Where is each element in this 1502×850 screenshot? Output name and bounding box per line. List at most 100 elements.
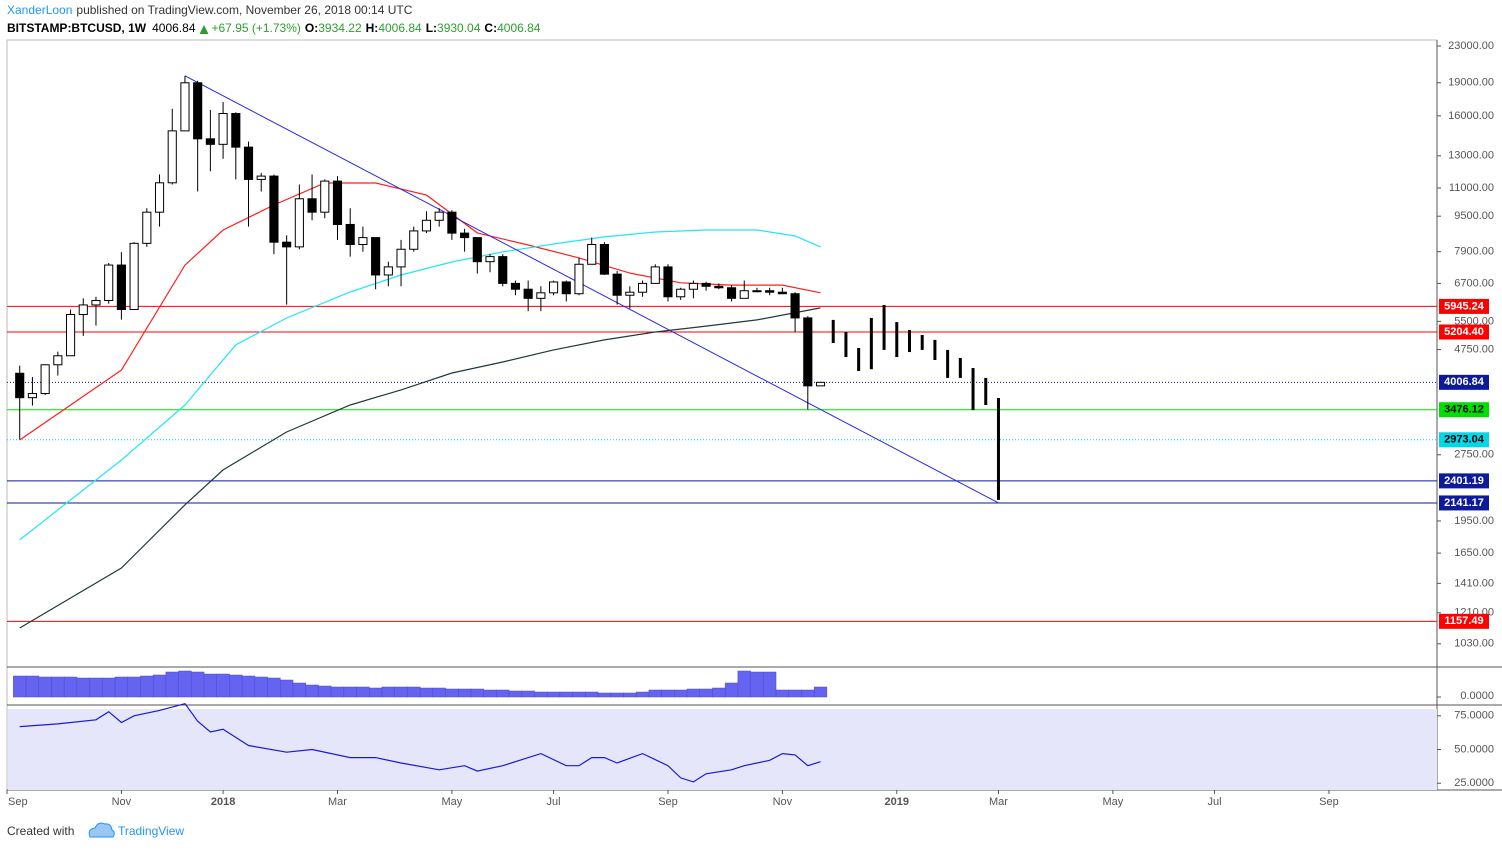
volume-bar [381,686,395,698]
volume-bar [330,686,345,698]
header-text: XanderLoon [7,3,72,17]
volume-bar [661,689,675,698]
header: XanderLoon published on TradingView.com, … [7,3,541,35]
header-value: BITSTAMP:BTCUSD, 1W [7,21,147,35]
candle-body [421,219,432,232]
candle-body [231,112,241,148]
candle-body [726,287,737,299]
candle-body [498,256,508,284]
rsi-band [8,709,1437,790]
trendline [184,75,999,504]
y-tick-label: 19000.00 [1448,77,1494,89]
volume-bar [546,691,561,698]
y-tick-label: 1950.00 [1454,515,1494,527]
candle-body [282,241,292,248]
candle-body [409,230,419,250]
y-tick-label: 5500.00 [1454,315,1494,327]
level-label: 1157.49 [1444,615,1483,627]
volume-bar [305,684,319,698]
y-tick-label: 1410.00 [1454,577,1494,589]
candle-body [536,292,546,299]
candle-body [167,130,177,184]
candle-body [269,175,279,243]
volume-bar [521,690,535,698]
projection-bar [907,329,911,353]
x-tick-label: Jul [1208,796,1222,808]
candle-body [803,317,813,387]
volume-bar [801,689,815,698]
candle-body [27,393,37,399]
volume-bar [318,685,332,698]
candle-body [307,198,317,213]
candle-body [714,285,724,289]
volume-bar [280,679,294,698]
candle-body [78,304,88,316]
x-tick-label: 2018 [211,796,235,808]
change-arrow [199,25,209,34]
x-tick-label: May [441,796,462,808]
x-tick-label: Nov [112,796,132,808]
candle-body [371,237,381,276]
level-label-bg [1439,298,1489,314]
volume-bar [674,689,688,698]
volume-bar [89,677,103,698]
header-value: 4006.84 [378,21,422,35]
header-value: 4006.84 [497,21,541,35]
volume-bar [63,676,78,698]
y-tick-label: 6700.00 [1454,277,1494,289]
volume-bar [419,687,434,698]
volume-bar [369,687,383,698]
candle-body [574,263,584,295]
y-tick-label: 23000.00 [1448,40,1494,52]
x-tick-label: Sep [1319,796,1339,808]
volume-bar [699,688,713,698]
volume-bar [191,671,205,698]
candle-body [790,293,800,319]
y-tick-label: 9500.00 [1454,210,1494,222]
candle-body [180,82,190,132]
candle-body [256,175,266,180]
candle-body [142,211,152,244]
candle-body [91,300,101,306]
candle-body [625,291,635,296]
volume-bar [572,691,586,698]
rsi-tick-label: 75.0000 [1454,710,1494,722]
volume-bar [216,673,230,698]
candle-body [688,282,698,290]
x-tick-label: Sep [658,796,678,808]
volume-bar [788,689,802,698]
y-tick-label: 7900.00 [1454,246,1494,258]
level-label-bg [1439,613,1489,629]
projection-bar [882,304,886,350]
y-tick-label: 2750.00 [1454,449,1494,461]
candle-body [15,372,25,399]
level-label: 2141.17 [1444,497,1484,509]
rsi-tick-label: 25.0000 [1454,777,1494,789]
volume-bar [394,686,408,698]
volume-bar [76,677,90,698]
x-tick-label: Mar [989,796,1008,808]
candle-body [510,282,521,290]
x-tick-label: May [1102,796,1123,808]
candle-body [154,182,165,213]
candle-body [116,264,126,311]
volume-bar [750,671,764,698]
candle-body [129,242,139,311]
level-label-bg [1439,495,1489,511]
header-value: 3934.22 [318,21,362,35]
rsi-tick-label: 50.0000 [1454,743,1494,755]
candle-body [815,381,826,387]
x-tick-label: Sep [8,796,28,808]
candle-body [358,237,368,246]
candle-body [650,266,660,284]
volume-bar [102,677,116,698]
candle-body [637,282,648,293]
volume-bar [407,686,421,698]
volume-tick-label: 0.0000 [1460,690,1494,702]
candle-body [777,291,787,295]
volume-bar [229,674,243,698]
candle-body [549,281,559,294]
volume-bar [813,686,828,698]
volume-bar [165,671,179,698]
